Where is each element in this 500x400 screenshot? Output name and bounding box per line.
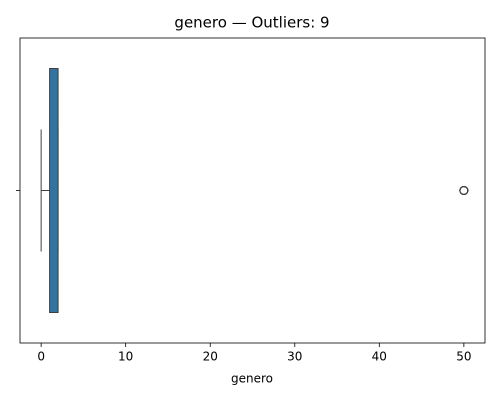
- outlier: [459, 186, 469, 195]
- plot-frame: [19, 37, 486, 344]
- x-tick-label: 30: [287, 350, 302, 364]
- x-axis-label: genero: [231, 372, 273, 386]
- x-tick-label: 50: [456, 350, 471, 364]
- x-tick-label: 0: [37, 350, 45, 364]
- x-tick-label: 40: [372, 350, 387, 364]
- x-tick-label: 20: [203, 350, 218, 364]
- chart-title: genero — Outliers: 9: [174, 14, 329, 32]
- x-tick-label: 10: [118, 350, 133, 364]
- box: [49, 68, 59, 313]
